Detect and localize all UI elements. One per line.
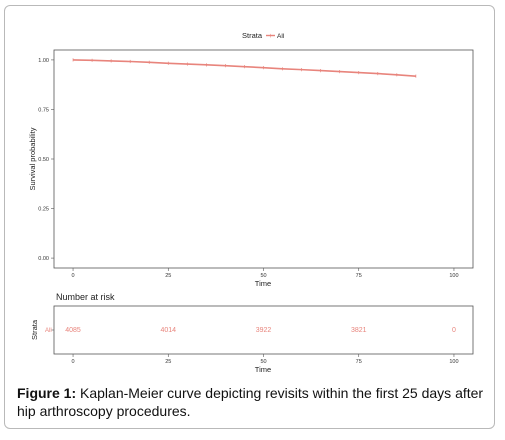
risk-table-y-label: Strata xyxy=(30,319,39,340)
risk-value: 3821 xyxy=(351,327,367,334)
x-tick-label: 100 xyxy=(449,273,458,279)
legend-key-plus: + xyxy=(268,33,272,40)
y-axis-label: Survival probability xyxy=(28,127,37,190)
y-tick-label: 0.75 xyxy=(38,107,49,113)
risk-x-tick-label: 75 xyxy=(356,359,362,365)
caption-label: Figure 1: xyxy=(17,385,77,401)
risk-table: Number at risk Strata All 4085 4014 3922 38… xyxy=(30,292,474,374)
risk-x-axis: 0 25 50 75 100 xyxy=(72,354,459,365)
x-axis: 0 25 50 75 100 xyxy=(72,268,459,279)
risk-table-row-label: All xyxy=(45,328,52,334)
y-tick-label: 0.50 xyxy=(38,157,49,163)
risk-x-tick-label: 100 xyxy=(449,359,458,365)
y-tick-label: 1.00 xyxy=(38,58,49,64)
x-tick-label: 75 xyxy=(356,273,362,279)
risk-value: 0 xyxy=(452,327,456,334)
x-tick-label: 25 xyxy=(165,273,171,279)
x-tick-label: 0 xyxy=(72,273,75,279)
risk-x-tick-label: 50 xyxy=(260,359,266,365)
plot-panel xyxy=(53,49,474,269)
risk-table-title: Number at risk xyxy=(56,292,115,302)
risk-value: 3922 xyxy=(256,327,272,334)
y-tick-label: 0.00 xyxy=(38,256,49,262)
series-layer xyxy=(72,58,417,78)
legend-series-label: All xyxy=(277,33,285,40)
risk-value: 4014 xyxy=(160,327,176,334)
y-tick-label: 0.25 xyxy=(38,207,49,213)
legend-title: Strata xyxy=(242,31,263,40)
x-tick-label: 50 xyxy=(260,273,266,279)
risk-x-tick-label: 0 xyxy=(72,359,75,365)
y-axis: 0.00 0.25 0.50 0.75 1.00 xyxy=(38,58,54,262)
caption-text: Kaplan-Meier curve depicting revisits wi… xyxy=(17,385,484,419)
survival-plot: 0.00 0.25 0.50 0.75 1.00 0 25 50 75 100 Survival… xyxy=(28,49,474,288)
risk-x-tick-label: 25 xyxy=(165,359,171,365)
risk-value: 4085 xyxy=(65,327,81,334)
risk-x-axis-label: Time xyxy=(255,365,271,374)
figure-caption: Figure 1: Kaplan-Meier curve depicting r… xyxy=(17,384,491,420)
legend: Strata + All xyxy=(242,31,285,40)
x-axis-label: Time xyxy=(255,279,271,288)
risk-values: 4085 4014 3922 3821 0 xyxy=(65,327,456,334)
